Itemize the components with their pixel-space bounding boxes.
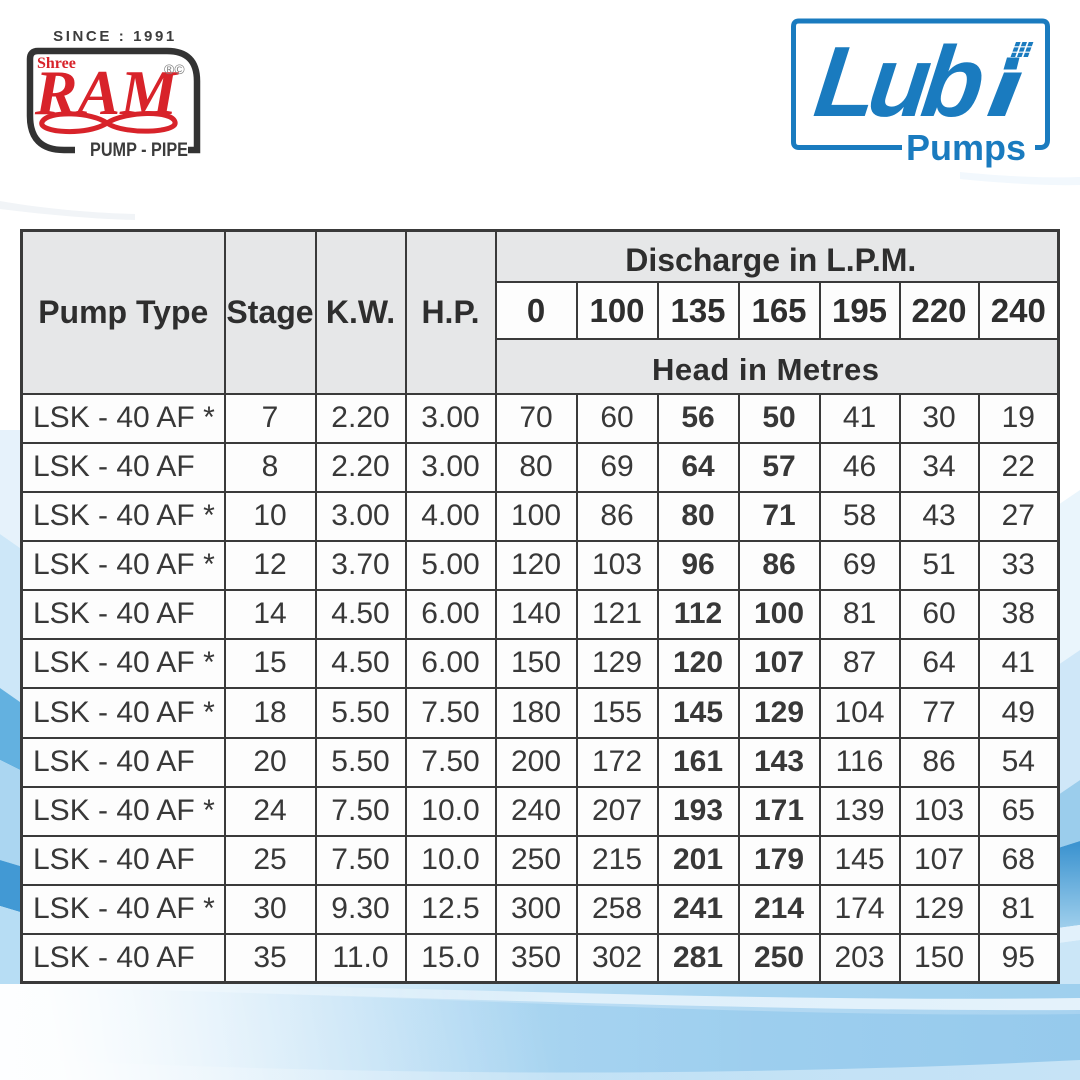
svg-text:Shree: Shree [37, 55, 76, 72]
svg-text:Pumps: Pumps [906, 127, 1026, 168]
svg-text:PUMP - PIPE: PUMP - PIPE [90, 140, 188, 161]
svg-text:®©: ®© [164, 61, 185, 77]
svg-text:SINCE : 1991: SINCE : 1991 [53, 28, 177, 45]
svg-text:Lub: Lub [809, 26, 991, 138]
